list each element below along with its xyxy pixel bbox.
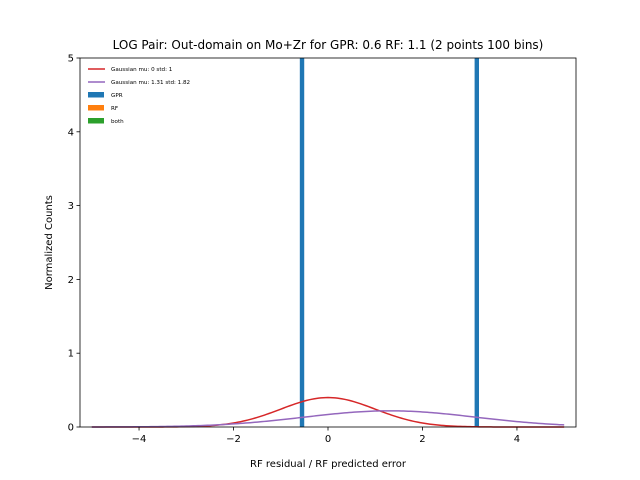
chart-title: LOG Pair: Out-domain on Mo+Zr for GPR: 0… (113, 38, 544, 52)
legend-swatch-box (88, 92, 104, 98)
y-tick-label: 0 (68, 423, 74, 434)
y-tick-label: 1 (68, 349, 74, 360)
legend-label: GPR (111, 93, 123, 99)
legend: Gaussian mu: 0 std: 1 Gaussian mu: 1.31 s… (88, 67, 190, 125)
x-axis-label: RF residual / RF predicted error (250, 459, 407, 470)
y-tick-label: 4 (68, 127, 74, 138)
legend-label: RF (111, 106, 118, 112)
y-tick-label: 5 (68, 54, 74, 65)
x-tick-label: −4 (132, 434, 147, 445)
y-tick-label: 2 (68, 275, 74, 286)
gaussian-curve-1 (91, 410, 565, 428)
x-tick-label: 0 (325, 434, 331, 445)
x-tick-label: −2 (226, 434, 241, 445)
bars-layer (299, 58, 479, 427)
plot-area (80, 58, 576, 427)
legend-label: Gaussian mu: 0 std: 1 (111, 67, 173, 73)
bar-gpr-0 (299, 58, 305, 427)
bar-gpr-1 (474, 58, 479, 427)
x-tick-label: 4 (514, 434, 520, 445)
legend-label: both (111, 119, 124, 125)
y-axis: 0 1 2 3 4 5 (68, 54, 80, 434)
legend-swatch-box (88, 105, 104, 111)
legend-label: Gaussian mu: 1.31 std: 1.82 (111, 80, 190, 86)
x-axis: −4 −2 0 2 4 (132, 427, 520, 445)
y-axis-label: Normalized Counts (44, 195, 55, 290)
x-tick-label: 2 (419, 434, 425, 445)
y-tick-label: 3 (68, 201, 74, 212)
legend-swatch-box (88, 118, 104, 124)
